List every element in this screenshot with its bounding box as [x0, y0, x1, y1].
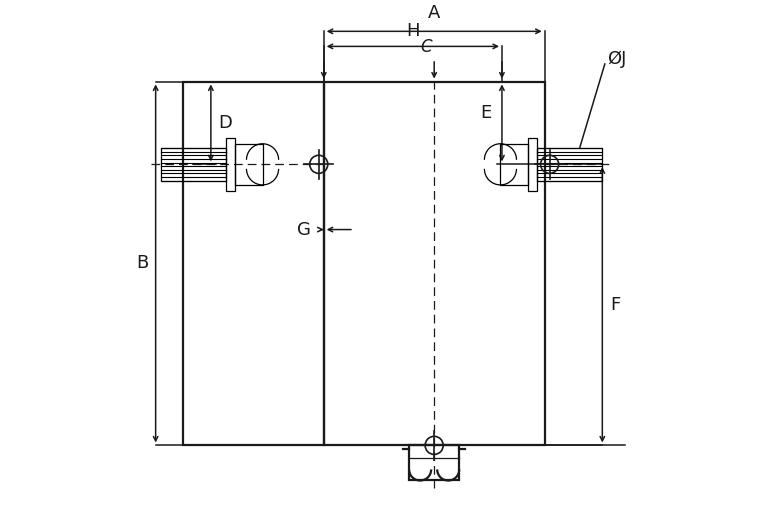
Text: ØJ: ØJ — [607, 50, 627, 68]
Bar — [161, 148, 226, 181]
Bar — [501, 144, 528, 185]
Bar — [528, 138, 537, 190]
Text: B: B — [136, 254, 148, 272]
Text: C: C — [420, 38, 432, 56]
Text: E: E — [481, 104, 492, 122]
Bar — [184, 81, 324, 445]
Text: A: A — [428, 4, 440, 23]
Text: D: D — [218, 114, 232, 132]
Text: H: H — [406, 23, 419, 40]
Bar — [235, 144, 263, 185]
Bar — [409, 445, 459, 480]
Bar — [226, 138, 235, 190]
Bar — [324, 81, 545, 445]
Bar — [537, 148, 602, 181]
Text: G: G — [296, 221, 310, 239]
Text: F: F — [610, 296, 620, 314]
